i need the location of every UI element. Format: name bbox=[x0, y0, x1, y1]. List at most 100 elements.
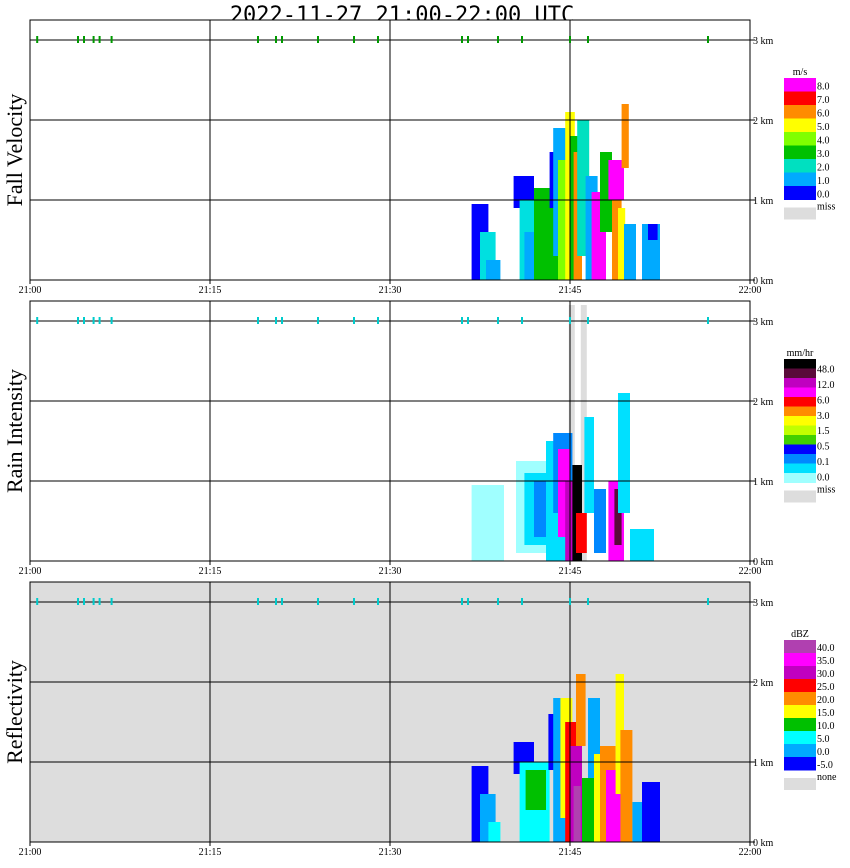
legend-swatch bbox=[784, 416, 816, 426]
legend-swatch bbox=[784, 91, 816, 106]
top-marker bbox=[353, 36, 355, 43]
top-marker bbox=[83, 598, 85, 605]
data-cell bbox=[573, 786, 581, 842]
legend-swatch bbox=[784, 473, 816, 483]
x-tick-label: 21:00 bbox=[19, 566, 42, 577]
top-marker bbox=[377, 317, 379, 324]
legend-swatch bbox=[784, 705, 816, 719]
top-marker bbox=[467, 598, 469, 605]
legend-missing-swatch bbox=[784, 207, 816, 220]
legend-label: 3.0 bbox=[817, 149, 830, 160]
x-tick-label: 21:30 bbox=[379, 566, 402, 577]
data-cell bbox=[618, 393, 630, 513]
legend-swatch bbox=[784, 406, 816, 417]
y-tick-label: 0 km bbox=[753, 276, 774, 287]
panel-ylabel: Reflectivity bbox=[2, 660, 27, 764]
legend-swatch bbox=[784, 159, 816, 173]
legend-label: 40.0 bbox=[817, 643, 835, 654]
legend-label: 30.0 bbox=[817, 669, 835, 680]
panel-ylabel: Rain Intensity bbox=[2, 369, 27, 493]
legend-swatch bbox=[784, 397, 816, 407]
y-tick-label: 1 km bbox=[753, 477, 774, 488]
top-marker bbox=[569, 36, 571, 43]
y-tick-label: 0 km bbox=[753, 838, 774, 849]
top-marker bbox=[461, 598, 463, 605]
top-marker bbox=[587, 598, 589, 605]
x-tick-label: 21:30 bbox=[379, 847, 402, 858]
legend-swatch bbox=[784, 435, 816, 445]
legend-swatch bbox=[784, 425, 816, 436]
data-cell bbox=[471, 485, 504, 561]
legend-missing-swatch bbox=[784, 490, 816, 503]
top-marker bbox=[281, 317, 283, 324]
data-cell bbox=[632, 802, 642, 842]
legend-label: 0.0 bbox=[817, 747, 830, 758]
top-marker bbox=[461, 317, 463, 324]
x-tick-label: 21:00 bbox=[19, 285, 42, 296]
legend-label: 0.0 bbox=[817, 473, 830, 484]
legend-label: 5.0 bbox=[817, 122, 830, 133]
x-tick-label: 21:15 bbox=[199, 847, 222, 858]
top-marker bbox=[36, 598, 39, 605]
data-cell bbox=[624, 224, 636, 280]
legend-swatch bbox=[784, 640, 816, 654]
y-tick-label: 3 km bbox=[753, 317, 774, 328]
top-marker bbox=[92, 317, 95, 324]
x-tick-label: 21:15 bbox=[199, 285, 222, 296]
legend-label: 6.0 bbox=[817, 395, 830, 406]
top-marker bbox=[467, 317, 469, 324]
data-cell bbox=[584, 417, 594, 513]
top-marker bbox=[83, 36, 85, 43]
top-marker bbox=[521, 317, 523, 324]
legend-swatch bbox=[784, 718, 816, 732]
legend-unit: dBZ bbox=[791, 629, 809, 640]
top-marker bbox=[587, 36, 589, 43]
top-marker bbox=[377, 36, 379, 43]
legend-label: 2.0 bbox=[817, 163, 830, 174]
legend-swatch bbox=[784, 757, 816, 771]
legend-unit: m/s bbox=[793, 67, 808, 78]
top-marker bbox=[257, 36, 259, 43]
legend-label: 20.0 bbox=[817, 695, 835, 706]
data-cell bbox=[525, 770, 546, 810]
y-tick-label: 2 km bbox=[753, 397, 774, 408]
top-marker bbox=[521, 598, 523, 605]
data-cell bbox=[565, 481, 576, 561]
legend-swatch bbox=[784, 463, 816, 474]
top-marker bbox=[77, 317, 79, 324]
panel-ylabel: Fall Velocity bbox=[2, 94, 27, 207]
top-marker bbox=[569, 317, 571, 324]
legend-swatch bbox=[784, 444, 816, 455]
top-marker bbox=[707, 317, 709, 324]
y-tick-label: 1 km bbox=[753, 758, 774, 769]
top-marker bbox=[77, 598, 79, 605]
legend-swatch bbox=[784, 666, 816, 680]
y-tick-label: 2 km bbox=[753, 116, 774, 127]
top-marker bbox=[377, 598, 379, 605]
top-marker bbox=[257, 317, 259, 324]
legend-missing-label: none bbox=[817, 772, 837, 783]
x-tick-label: 21:45 bbox=[559, 566, 582, 577]
legend-label: 48.0 bbox=[817, 364, 835, 375]
top-marker bbox=[275, 317, 277, 324]
legend-label: 0.0 bbox=[817, 190, 830, 201]
legend-label: 25.0 bbox=[817, 682, 835, 693]
legend-label: 0.5 bbox=[817, 442, 830, 453]
top-marker bbox=[110, 598, 113, 605]
top-marker bbox=[461, 36, 463, 43]
data-cell bbox=[580, 305, 587, 561]
data-cell bbox=[608, 160, 624, 200]
top-marker bbox=[110, 36, 113, 43]
panel-1: 0 km 1 km 2 km 3 km 21:00 21:15 21:30 21:45 22:0… bbox=[2, 19, 835, 296]
legend-label: 7.0 bbox=[817, 95, 830, 106]
x-tick-label: 21:30 bbox=[379, 285, 402, 296]
top-marker bbox=[569, 598, 571, 605]
top-marker bbox=[497, 36, 499, 43]
legend-missing-swatch bbox=[784, 778, 816, 790]
x-tick-label: 22:00 bbox=[739, 566, 762, 577]
legend-label: 12.0 bbox=[817, 380, 835, 391]
data-cell bbox=[614, 489, 622, 545]
top-marker bbox=[257, 598, 259, 605]
x-tick-label: 21:00 bbox=[19, 847, 42, 858]
